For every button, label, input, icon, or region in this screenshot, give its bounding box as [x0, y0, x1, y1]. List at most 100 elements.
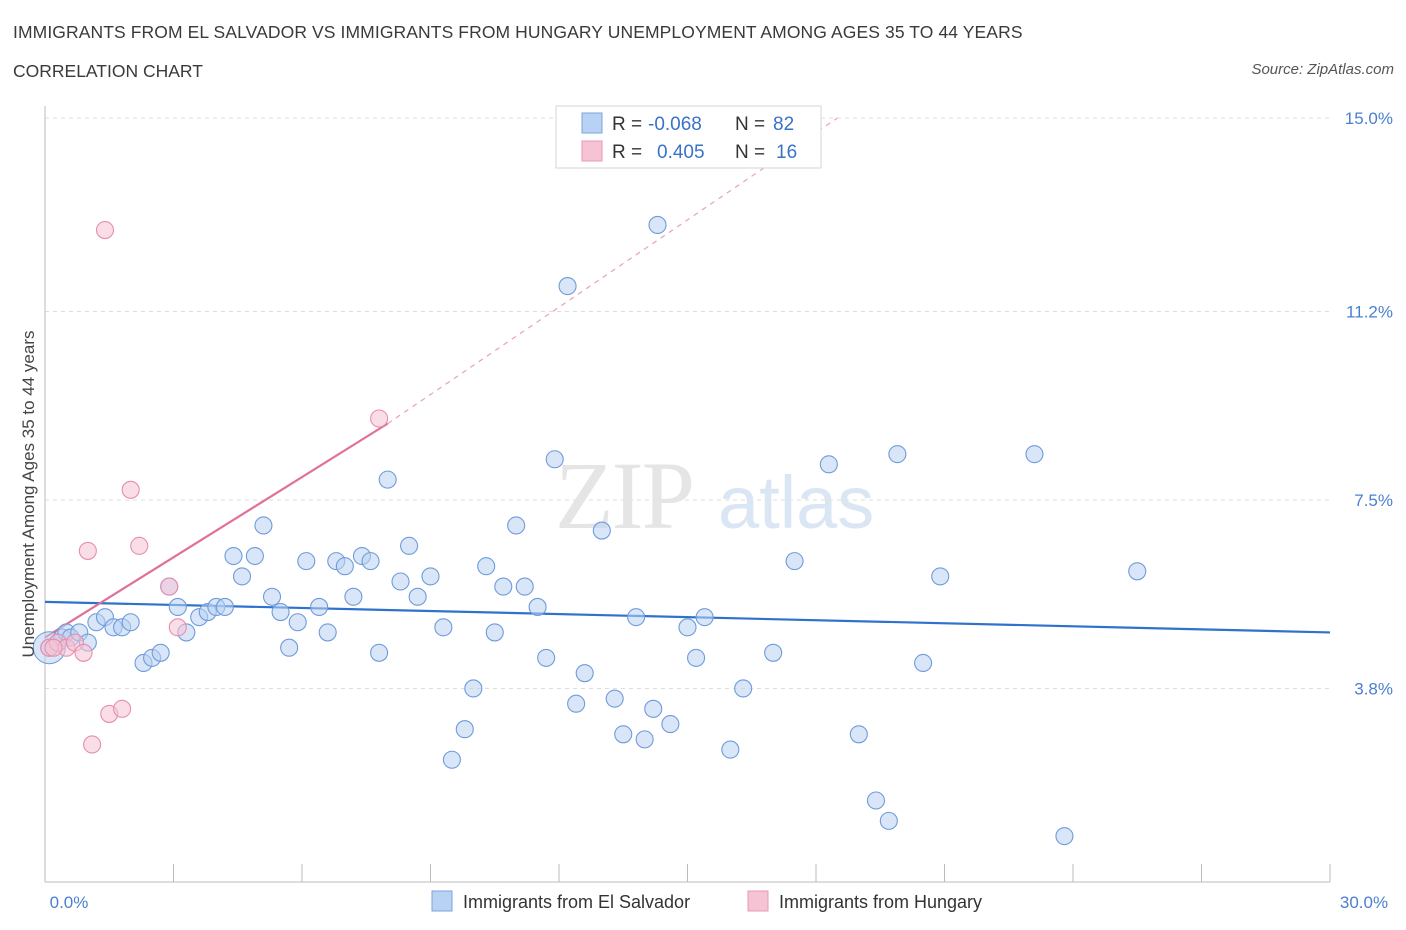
axes	[44, 106, 1331, 883]
point-el-salvador	[434, 618, 453, 637]
point-el-salvador	[224, 546, 243, 566]
point-el-salvador	[635, 730, 654, 749]
point-el-salvador	[648, 215, 667, 235]
point-el-salvador	[245, 546, 264, 566]
point-el-salvador	[485, 623, 504, 642]
point-hungary	[130, 536, 149, 555]
point-el-salvador	[378, 470, 397, 489]
point-el-salvador	[254, 516, 273, 535]
watermark-atlas: atlas	[718, 461, 874, 544]
legend-swatch-blue	[581, 112, 603, 134]
watermark-zip: ZIP	[555, 442, 693, 549]
point-hungary	[113, 699, 132, 718]
bottom-legend-swatch-blue	[431, 890, 453, 912]
point-el-salvador	[335, 557, 354, 576]
trend-line-hungary	[44, 422, 389, 639]
x-tick-labels: 0.0% 30.0%	[50, 893, 1388, 912]
point-el-salvador	[344, 587, 363, 606]
point-el-salvador	[687, 648, 706, 667]
point-el-salvador	[288, 613, 307, 632]
y-tick-label: 11.2%	[1346, 303, 1393, 322]
point-el-salvador	[819, 455, 838, 474]
point-el-salvador	[627, 608, 646, 627]
point-el-salvador	[678, 618, 697, 637]
point-el-salvador	[464, 679, 483, 698]
point-el-salvador	[661, 715, 680, 734]
point-el-salvador	[592, 521, 611, 540]
x-tick-label-min: 0.0%	[50, 893, 89, 912]
point-el-salvador	[408, 587, 427, 606]
point-el-salvador	[879, 811, 898, 830]
point-el-salvador	[318, 623, 337, 642]
point-el-salvador	[528, 597, 547, 617]
point-el-salvador	[215, 597, 234, 617]
source-credit: Source: ZipAtlas.com	[1251, 61, 1394, 78]
point-hungary	[168, 618, 187, 637]
point-el-salvador	[567, 694, 586, 713]
point-el-salvador	[391, 572, 410, 591]
legend-n-label-1: N =	[735, 114, 765, 135]
legend: R = -0.068 N = 82 R = 0.405 N = 16	[555, 105, 822, 169]
point-el-salvador	[455, 720, 474, 739]
point-hungary	[78, 541, 97, 560]
gridlines	[45, 117, 1330, 689]
legend-swatch-pink	[581, 140, 603, 162]
point-el-salvador	[914, 653, 933, 673]
point-el-salvador	[721, 740, 740, 759]
point-hungary	[121, 480, 140, 499]
point-el-salvador	[764, 643, 783, 662]
point-el-salvador	[151, 643, 170, 662]
point-el-salvador	[262, 587, 282, 606]
legend-n-label-2: N =	[735, 142, 765, 163]
trend-line-hungary-extension	[387, 117, 838, 425]
legend-n-value-2: 16	[776, 142, 797, 163]
point-el-salvador	[477, 557, 496, 576]
legend-r-value-2: 0.405	[657, 142, 705, 163]
point-el-salvador	[866, 791, 886, 810]
point-el-salvador	[297, 552, 316, 571]
point-el-salvador	[931, 567, 950, 586]
point-el-salvador	[614, 725, 633, 744]
legend-r-label-2: R =	[612, 142, 642, 163]
x-tick-label-max: 30.0%	[1340, 893, 1388, 912]
point-hungary	[44, 638, 63, 657]
point-el-salvador	[695, 608, 714, 627]
point-el-salvador	[121, 613, 140, 632]
point-el-salvador	[271, 603, 290, 622]
point-el-salvador	[442, 750, 461, 769]
y-tick-label: 7.5%	[1354, 491, 1393, 510]
point-el-salvador	[1025, 445, 1044, 464]
point-el-salvador	[1055, 827, 1074, 846]
point-el-salvador	[370, 643, 389, 662]
point-el-salvador	[1128, 562, 1147, 581]
point-el-salvador	[785, 552, 804, 571]
point-el-salvador	[310, 597, 329, 617]
chart-title: IMMIGRANTS FROM EL SALVADOR VS IMMIGRANT…	[13, 22, 1023, 42]
point-el-salvador	[849, 725, 868, 744]
point-hungary	[370, 409, 389, 428]
point-el-salvador	[168, 597, 187, 617]
bottom-legend-swatch-pink	[747, 890, 769, 912]
point-el-salvador	[494, 577, 513, 596]
y-tick-label: 3.8%	[1354, 679, 1393, 698]
point-el-salvador	[280, 638, 299, 657]
legend-n-value-1: 82	[773, 114, 794, 135]
y-tick-labels: 3.8% 7.5% 11.2% 15.0%	[1345, 109, 1393, 698]
point-hungary	[83, 735, 102, 754]
point-el-salvador	[361, 552, 380, 571]
point-el-salvador	[558, 277, 577, 296]
point-hungary	[160, 577, 179, 596]
watermark: ZIP atlas	[555, 442, 874, 549]
trend-lines	[44, 117, 1331, 639]
data-points	[32, 215, 1147, 846]
point-el-salvador	[421, 567, 440, 586]
point-hungary	[74, 643, 93, 662]
point-el-salvador	[605, 689, 624, 708]
bottom-legend-label-2: Immigrants from Hungary	[779, 892, 982, 912]
bottom-legend-label-1: Immigrants from El Salvador	[463, 892, 690, 912]
point-el-salvador	[545, 450, 564, 469]
legend-r-label-1: R =	[612, 114, 642, 135]
point-el-salvador	[734, 679, 753, 698]
y-axis-label: Unemployment Among Ages 35 to 44 years	[19, 331, 38, 658]
